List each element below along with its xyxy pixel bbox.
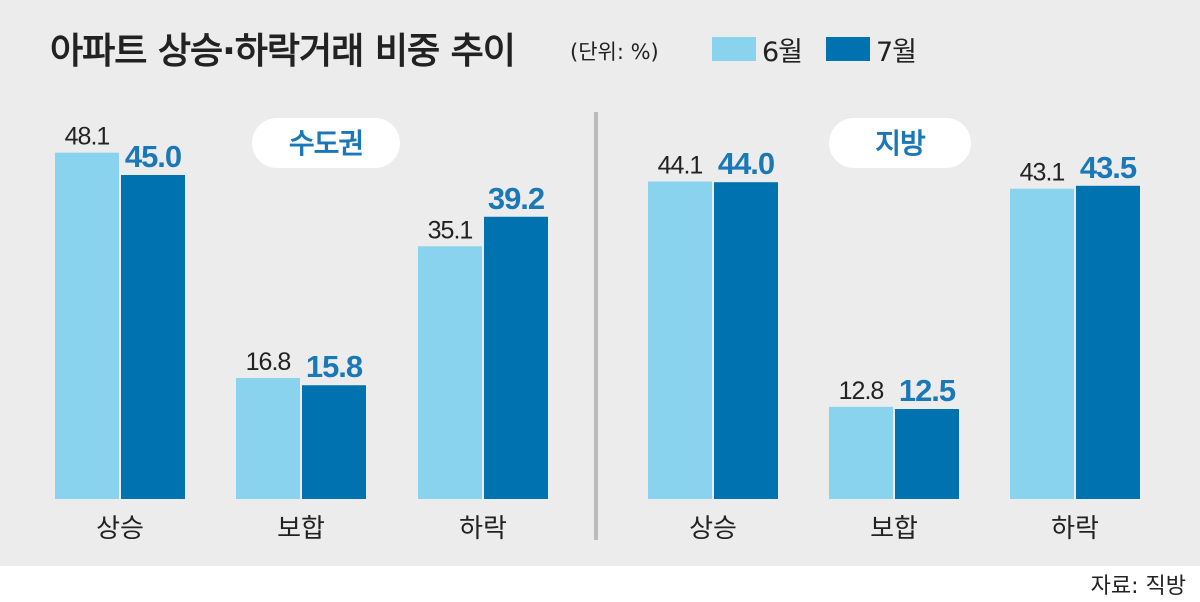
bar-regional-0-july	[714, 182, 778, 499]
category-label-regional-0: 상승	[689, 514, 737, 544]
category-label-regional-1: 보합	[870, 514, 918, 544]
bar-capital-1-july	[302, 385, 366, 499]
data-label-capital-0-june: 48.1	[65, 123, 110, 151]
bar-regional-1-june	[829, 406, 893, 499]
category-label-capital-2: 하락	[459, 514, 507, 544]
bar-regional-0-june	[648, 181, 712, 500]
legend-label-july: 7월	[876, 36, 917, 68]
legend-item-june: 6월	[712, 32, 803, 68]
legend-swatch-july	[826, 37, 870, 61]
data-label-regional-0-june: 44.1	[658, 151, 703, 179]
bar-regional-2-july	[1076, 185, 1140, 500]
bar-chart: 수도권 48.1 45.0 상승 16.8 15.8 보합 35.1 39.2 하락 지방 44.1 4…	[55, 112, 1140, 544]
legend-item-july: 7월	[826, 32, 917, 68]
data-label-regional-2-june: 43.1	[1020, 159, 1065, 187]
legend-label-june: 6월	[762, 36, 803, 68]
data-label-capital-0-july: 45.0	[125, 139, 181, 174]
chart-panel	[0, 0, 1200, 566]
data-label-regional-2-july: 43.5	[1080, 150, 1137, 185]
category-label-capital-1: 보합	[277, 514, 325, 544]
chart-title: 아파트 상승·하락거래 비중 추이	[50, 31, 516, 72]
data-label-capital-1-july: 15.8	[306, 349, 363, 384]
data-label-capital-2-july: 39.2	[488, 181, 544, 216]
bar-capital-0-july	[121, 175, 185, 499]
data-label-capital-1-june: 16.8	[246, 348, 291, 376]
bar-capital-2-july	[484, 216, 548, 499]
data-label-regional-1-july: 12.5	[899, 373, 956, 408]
legend-swatch-june	[712, 37, 756, 61]
region-label-regional: 지방	[875, 127, 926, 160]
region-label-capital: 수도권	[289, 127, 363, 160]
bar-capital-2-june	[418, 246, 482, 499]
data-label-regional-1-june: 12.8	[839, 377, 884, 405]
category-label-regional-2: 하락	[1051, 514, 1099, 544]
bar-regional-2-june	[1010, 188, 1074, 499]
bar-capital-0-june	[55, 152, 119, 499]
region-pill-regional	[829, 118, 971, 168]
unit-label: (단위: %)	[570, 40, 659, 64]
source-note: 자료: 직방	[1090, 574, 1186, 599]
data-label-regional-0-july: 44.0	[718, 146, 774, 181]
bar-capital-1-june	[236, 378, 300, 499]
bar-regional-1-july	[895, 409, 959, 499]
data-label-capital-2-june: 35.1	[428, 216, 473, 244]
category-label-capital-0: 상승	[96, 514, 144, 544]
region-pill-capital	[252, 118, 400, 168]
